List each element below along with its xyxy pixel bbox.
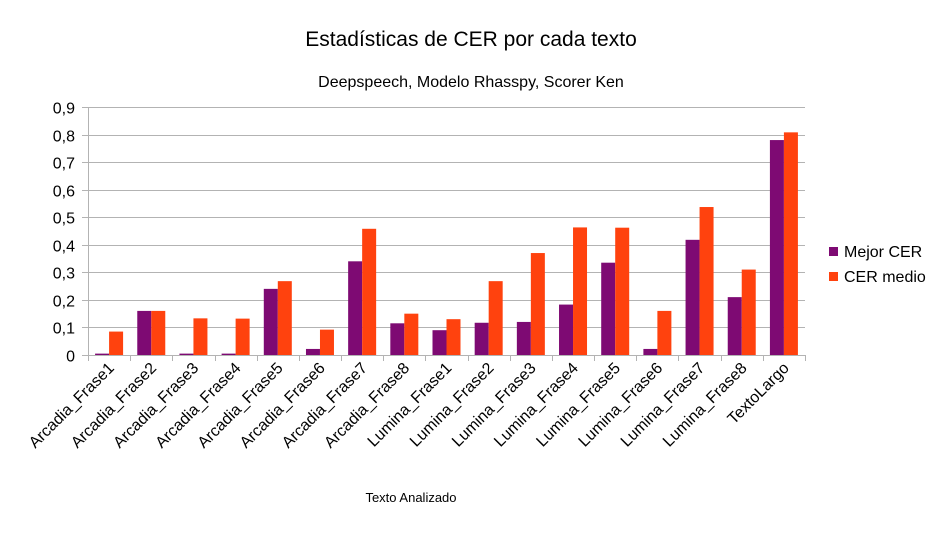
- bar-mejor-cer: [727, 297, 742, 355]
- bar-cer-medio: [573, 227, 588, 355]
- y-tick-label: 0,9: [53, 101, 75, 118]
- bar-cer-medio: [404, 313, 419, 355]
- bar-mejor-cer: [474, 322, 489, 355]
- legend-label: Mejor CER: [844, 244, 922, 261]
- bar-mejor-cer: [390, 323, 405, 355]
- bar-mejor-cer: [263, 288, 278, 355]
- bar-cer-medio: [699, 207, 714, 355]
- bar-cer-medio: [741, 269, 756, 355]
- bar-cer-medio: [319, 329, 334, 355]
- bar-cer-medio: [657, 310, 672, 355]
- bar-cer-medio: [277, 281, 292, 355]
- bars: [95, 132, 798, 355]
- axes: [82, 107, 806, 361]
- bar-cer-medio: [615, 227, 630, 355]
- bar-mejor-cer: [348, 261, 363, 355]
- bar-cer-medio: [235, 318, 250, 355]
- bar-cer-medio: [446, 319, 461, 355]
- y-tick-label: 0,2: [53, 294, 75, 311]
- bar-cer-medio: [783, 132, 798, 355]
- tick-labels: 00,10,20,30,40,50,60,70,80,9Arcadia_Fras…: [26, 101, 793, 452]
- legend-label: CER medio: [844, 269, 926, 286]
- bar-mejor-cer: [221, 353, 236, 355]
- bar-cer-medio: [530, 253, 545, 355]
- chart-title: Estadísticas de CER por cada texto: [305, 28, 637, 51]
- bar-mejor-cer: [516, 321, 531, 355]
- legend-swatch: [829, 247, 838, 256]
- y-tick-label: 0,5: [53, 211, 75, 228]
- bar-mejor-cer: [305, 348, 320, 355]
- bar-mejor-cer: [769, 140, 784, 355]
- bar-mejor-cer: [137, 310, 152, 355]
- y-tick-label: 0,3: [53, 266, 75, 283]
- bar-cer-medio: [488, 281, 503, 355]
- bar-mejor-cer: [95, 353, 110, 355]
- bar-cer-medio: [151, 310, 166, 355]
- y-tick-label: 0,6: [53, 184, 75, 201]
- bar-cer-medio: [109, 331, 124, 355]
- y-tick-label: 0: [66, 349, 75, 366]
- bar-mejor-cer: [601, 262, 616, 355]
- bar-mejor-cer: [559, 304, 574, 355]
- bar-cer-medio: [362, 228, 377, 355]
- bar-mejor-cer: [432, 330, 447, 355]
- y-tick-label: 0,7: [53, 156, 75, 173]
- y-tick-label: 0,8: [53, 129, 75, 146]
- x-axis-title: Texto Analizado: [365, 490, 456, 505]
- chart-subtitle: Deepspeech, Modelo Rhasspy, Scorer Ken: [318, 74, 624, 91]
- legend: Mejor CER CER medio: [829, 244, 926, 286]
- bar-cer-medio: [193, 318, 208, 355]
- bar-mejor-cer: [179, 353, 194, 355]
- legend-swatch: [829, 272, 838, 281]
- bar-mejor-cer: [685, 239, 700, 355]
- y-tick-label: 0,1: [53, 321, 75, 338]
- y-tick-label: 0,4: [53, 239, 75, 256]
- bar-mejor-cer: [643, 348, 658, 355]
